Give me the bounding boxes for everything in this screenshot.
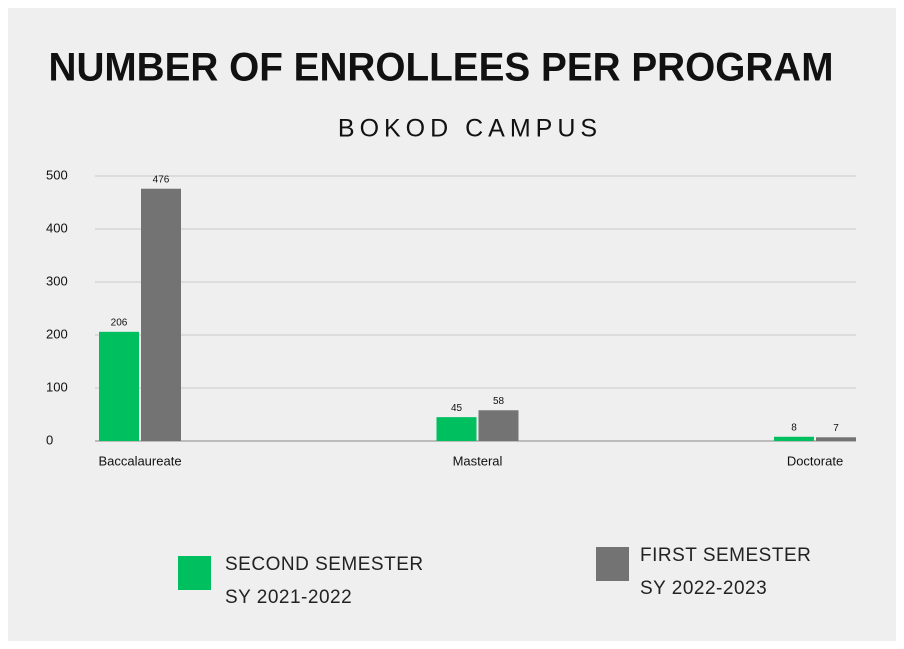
bar <box>141 188 181 441</box>
legend-swatch <box>178 556 211 590</box>
data-label: 45 <box>451 403 463 414</box>
y-tick-label: 300 <box>46 273 68 288</box>
data-label: 58 <box>493 396 505 407</box>
x-tick-label: Masteral <box>453 453 503 468</box>
y-tick-label: 100 <box>46 379 68 394</box>
y-tick-label: 200 <box>46 326 68 341</box>
y-tick-label: 0 <box>46 432 53 447</box>
bar <box>436 417 477 441</box>
x-tick-label: Baccalaureate <box>98 453 181 468</box>
chart-title: NUMBER OF ENROLLEES PER PROGRAM <box>49 46 834 90</box>
data-label: 476 <box>153 174 170 185</box>
legend-label: FIRST SEMESTER SY 2022-2023 <box>640 545 812 599</box>
x-tick-label: Doctorate <box>787 453 843 468</box>
legend-swatch <box>596 547 629 581</box>
data-label: 206 <box>111 317 128 328</box>
y-tick-label: 500 <box>46 167 68 182</box>
bar <box>816 437 856 441</box>
y-tick-label: 400 <box>46 220 68 235</box>
legend-label: SECOND SEMESTER SY 2021-2022 <box>225 554 424 608</box>
data-label: 7 <box>833 423 839 434</box>
bar <box>99 331 139 441</box>
data-label: 8 <box>791 422 797 433</box>
chart-subtitle: BOKOD CAMPUS <box>338 115 602 143</box>
bar <box>774 436 814 441</box>
bar <box>478 410 519 441</box>
